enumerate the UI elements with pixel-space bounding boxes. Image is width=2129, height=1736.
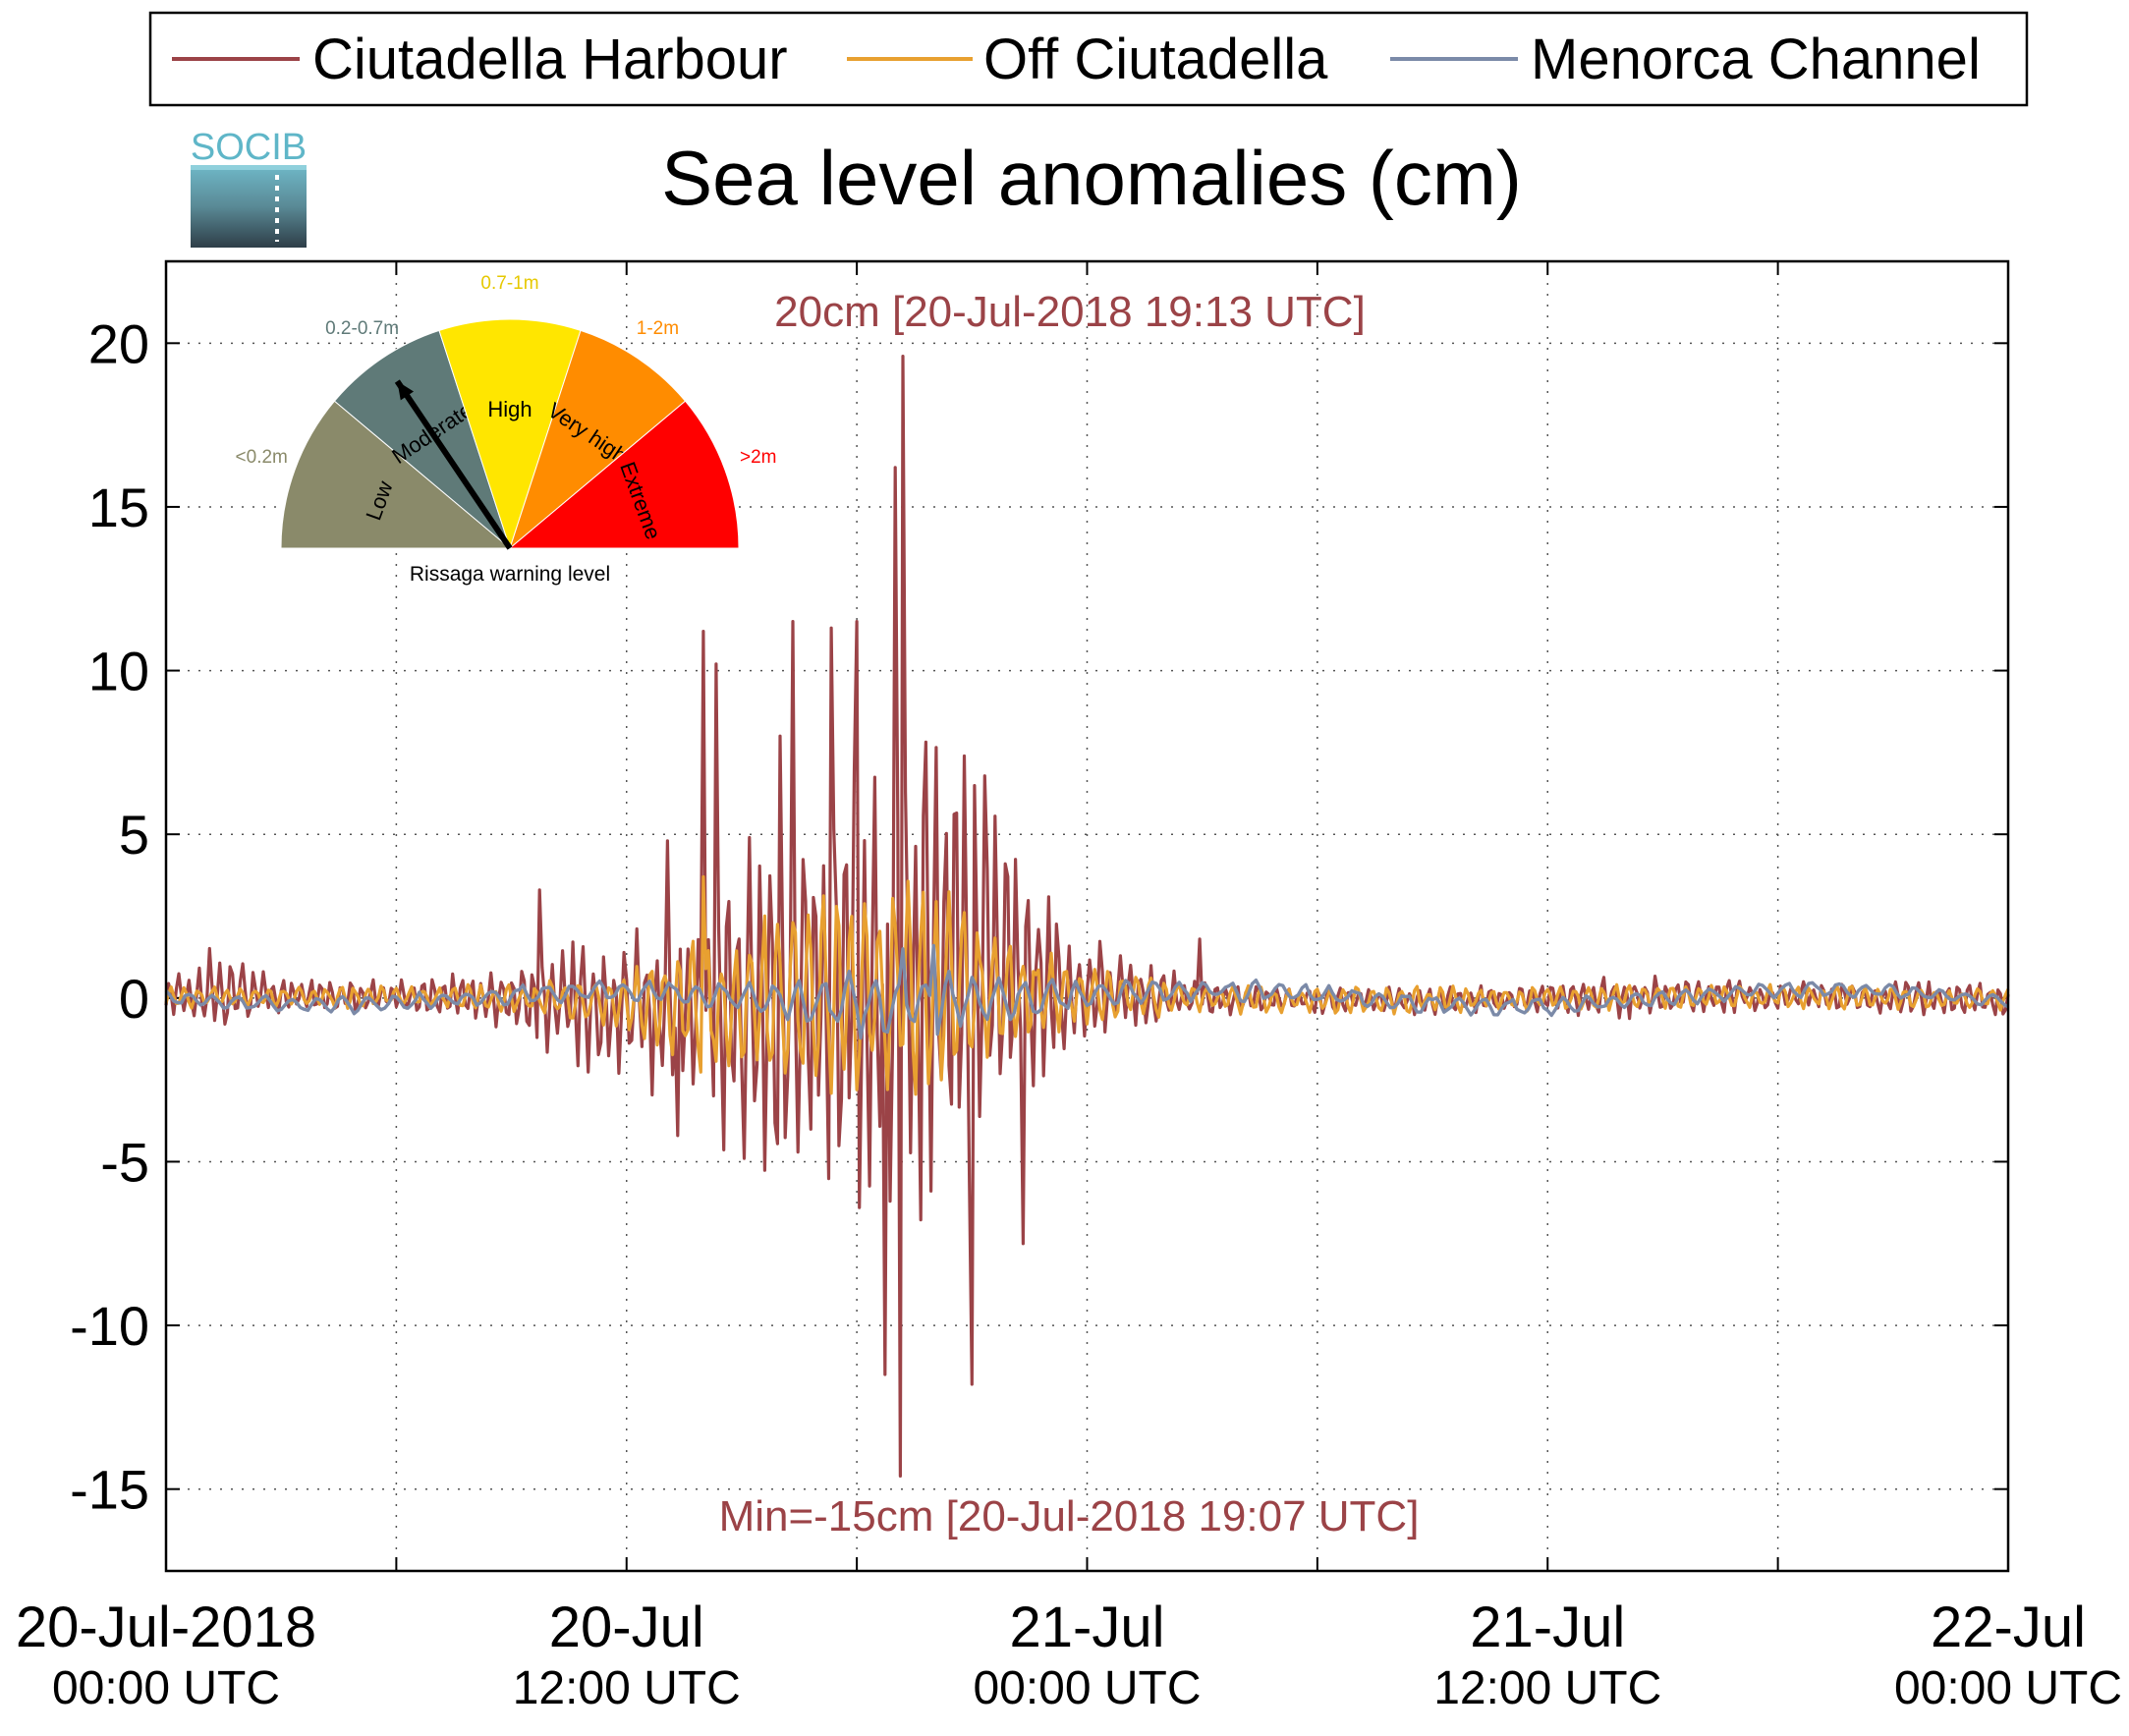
gauge-sector-low	[280, 400, 512, 549]
legend: Ciutadella Harbour Off Ciutadella Menorc…	[148, 11, 2029, 107]
x-tick-label-time: 00:00 UTC	[52, 1662, 280, 1714]
socib-logo-block	[191, 165, 307, 248]
gauge-sector-moderate	[333, 329, 512, 550]
gauge-range-very-high: 1-2m	[637, 318, 679, 339]
y-tick-label: -15	[70, 1459, 149, 1521]
socib-logo-wave	[191, 165, 307, 170]
y-tick-label: -5	[100, 1131, 149, 1193]
gauge-pointer-head	[397, 381, 415, 401]
gauge-sector-high	[438, 318, 582, 550]
y-tick-label: 5	[119, 804, 149, 866]
x-tick-label-date: 22-Jul	[1931, 1596, 2086, 1659]
legend-box	[148, 11, 2029, 107]
y-tick-label: -10	[70, 1295, 149, 1357]
y-axis: 20 15 10 5 0 -5 -10 -15	[70, 312, 2008, 1521]
gauge-pointer	[394, 379, 513, 550]
x-tick-label-time: 00:00 UTC	[973, 1662, 1201, 1714]
min-annotation: Min=-15cm [20-Jul-2018 19:07 UTC]	[719, 1492, 1420, 1540]
series-line-menorca-channel	[164, 943, 2009, 1040]
plot-frame	[164, 259, 2010, 1573]
x-tick-label-date: 21-Jul	[1010, 1596, 1165, 1659]
x-tick-label-time: 00:00 UTC	[1894, 1662, 2122, 1714]
gauge-sector-extreme	[508, 400, 740, 549]
y-tick-label: 0	[119, 968, 149, 1030]
gauge-range-low: <0.2m	[236, 447, 288, 468]
gauge-caption: Rissaga warning level	[410, 563, 610, 586]
y-tick-label: 20	[88, 312, 149, 374]
max-annotation: 20cm [20-Jul-2018 19:13 UTC]	[774, 288, 1366, 336]
x-tick-label-date: 20-Jul-2018	[16, 1596, 316, 1659]
gauge-range-extreme: >2m	[740, 447, 777, 468]
chart-title: Sea level anomalies (cm)	[661, 135, 1522, 221]
legend-label-ciutadella-harbour: Ciutadella Harbour	[312, 28, 788, 91]
socib-logo-text: SOCIB	[191, 127, 307, 168]
gauge-sector-very-high	[508, 329, 687, 550]
plot-series	[164, 355, 2010, 1479]
legend-label-off-ciutadella: Off Ciutadella	[983, 28, 1328, 91]
x-tick-label-time: 12:00 UTC	[1433, 1662, 1661, 1714]
series-line-off-ciutadella	[164, 874, 2010, 1096]
x-tick-label-date: 20-Jul	[549, 1596, 704, 1659]
x-tick-label-date: 21-Jul	[1470, 1596, 1625, 1659]
socib-logo: SOCIB	[191, 127, 307, 248]
legend-label-menorca-channel: Menorca Channel	[1531, 28, 1981, 91]
gauge-range-moderate: 0.2-0.7m	[325, 318, 399, 339]
x-tick-label-time: 12:00 UTC	[513, 1662, 741, 1714]
y-tick-label: 10	[88, 641, 149, 702]
gauge-range-high: 0.7-1m	[480, 273, 538, 294]
gauge-label-high: High	[487, 397, 532, 421]
y-tick-label: 15	[88, 476, 149, 538]
